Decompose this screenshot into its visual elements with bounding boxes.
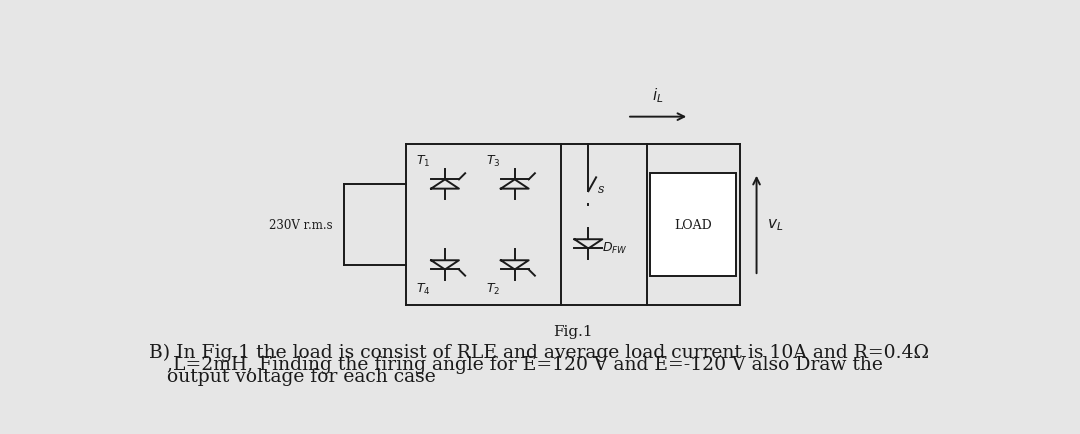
Text: $i_L$: $i_L$ <box>652 85 664 104</box>
Text: $T_3$: $T_3$ <box>486 154 500 169</box>
Text: $T_2$: $T_2$ <box>486 281 500 296</box>
Text: $v_L$: $v_L$ <box>767 217 783 233</box>
Bar <box>650 174 735 276</box>
Text: B) In Fig.1 the load is consist of RLE and average load current is 10A and R=0.4: B) In Fig.1 the load is consist of RLE a… <box>149 343 929 362</box>
Text: $T_1$: $T_1$ <box>416 154 431 169</box>
Text: LOAD: LOAD <box>674 218 712 231</box>
Text: s: s <box>597 183 604 196</box>
Text: $T_4$: $T_4$ <box>416 281 431 296</box>
Text: Fig.1: Fig.1 <box>553 324 593 338</box>
Text: $D_{FW}$: $D_{FW}$ <box>603 240 627 256</box>
Text: ,L=2mH, Finding the firing angle for E=120 V and E=-120 V also Draw the: ,L=2mH, Finding the firing angle for E=1… <box>149 355 882 373</box>
Text: 230V r.m.s: 230V r.m.s <box>269 218 333 231</box>
Text: output voltage for each case: output voltage for each case <box>149 367 435 385</box>
